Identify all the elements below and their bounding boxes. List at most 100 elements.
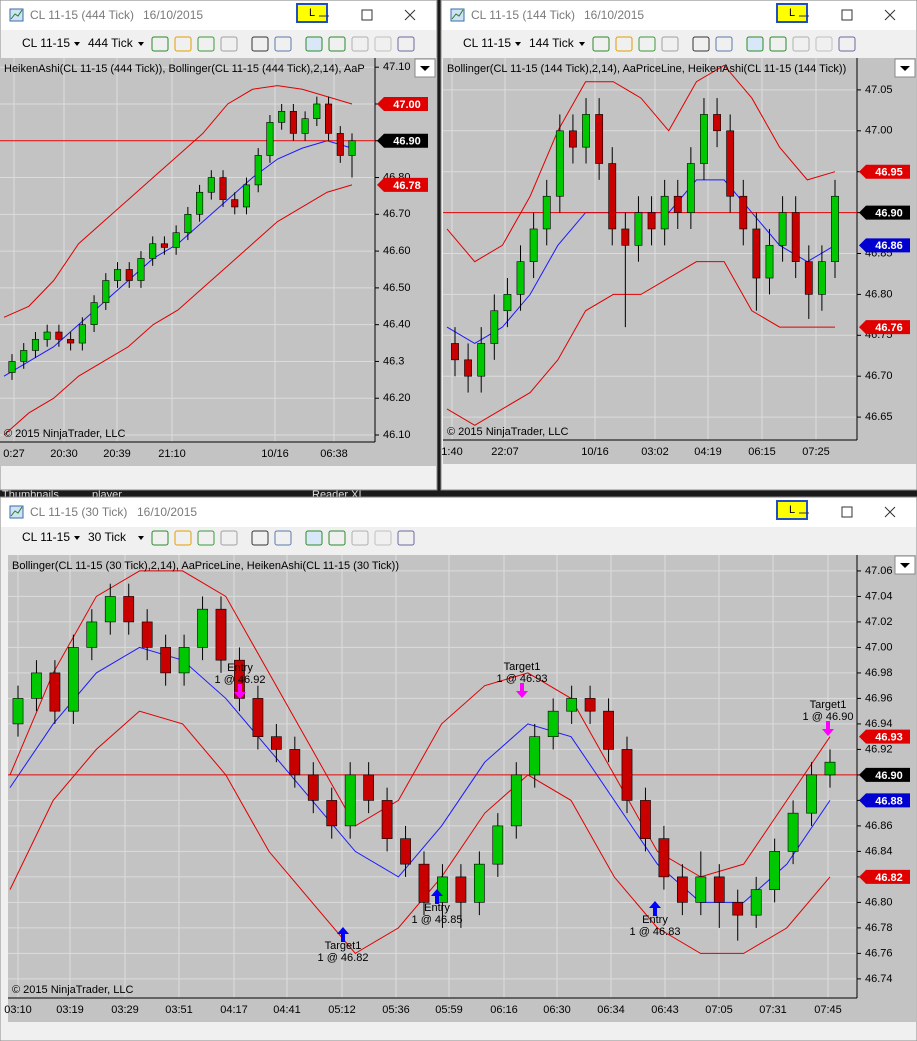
scroll-arrow (900, 66, 910, 71)
toolbar-button[interactable] (397, 36, 415, 52)
toolbar-button[interactable] (615, 36, 633, 52)
toolbar-button[interactable] (220, 530, 238, 546)
title-bar (1, 498, 916, 527)
instrument-selector[interactable]: CL 11-15 (463, 36, 511, 50)
toolbar-button[interactable] (274, 530, 292, 546)
toolbar-button[interactable] (638, 36, 656, 52)
window-icon-line (451, 9, 464, 20)
y-tick-label: 46.20 (383, 392, 411, 404)
trade-text: 1 @ 46.85 (412, 914, 463, 926)
toolbar-button[interactable] (838, 36, 856, 52)
close-button[interactable] (884, 9, 896, 21)
toolbar-button[interactable] (769, 36, 787, 52)
x-tick-label: 05:59 (435, 1004, 463, 1016)
period-selector[interactable]: 30 Tick (88, 530, 127, 544)
candle-body (542, 195, 551, 230)
candle-body (78, 324, 86, 344)
x-tick-label: 06:30 (543, 1004, 571, 1016)
candle-body (86, 621, 98, 648)
y-tick-label: 47.02 (865, 616, 893, 628)
window-title: CL 11-15 (444 Tick) (30, 8, 134, 22)
toolbar-button[interactable] (815, 36, 833, 52)
close-button[interactable] (404, 9, 416, 21)
price-tag (377, 96, 428, 111)
maximize-button[interactable] (841, 506, 853, 518)
trade-arrow (822, 721, 834, 736)
candle-body (529, 736, 541, 776)
y-tick-label: 47.06 (865, 565, 893, 577)
x-tick-label: 06:38 (320, 448, 348, 460)
toolbar-button[interactable] (374, 530, 392, 546)
toolbar-button[interactable] (251, 36, 269, 52)
price-tag-label: 46.82 (875, 872, 903, 884)
toolbar-button[interactable] (305, 36, 323, 52)
title-bar (442, 1, 916, 30)
toolbar-button[interactable] (197, 36, 215, 52)
toolbar-button[interactable] (305, 530, 323, 546)
dropdown-arrow (74, 536, 80, 540)
toolbar-button[interactable] (174, 36, 192, 52)
trade-text: 1 @ 46.83 (630, 926, 681, 938)
candle-body (473, 863, 485, 903)
window-date: 16/10/2015 (137, 505, 197, 519)
toolbar-button[interactable] (151, 36, 169, 52)
window-date: 16/10/2015 (584, 8, 644, 22)
candle-body (778, 212, 787, 246)
candle-body (363, 774, 375, 801)
instrument-selector[interactable]: CL 11-15 (22, 530, 70, 544)
toolbar-button[interactable] (374, 36, 392, 52)
candle-body (603, 710, 614, 750)
toolbar-button[interactable] (151, 530, 169, 546)
close-button[interactable] (884, 506, 896, 518)
candle-body (289, 111, 297, 134)
toolbar-button[interactable] (328, 36, 346, 52)
copyright: © 2015 NinjaTrader, LLC (447, 426, 568, 438)
candle-body (582, 114, 590, 148)
window-icon-line (10, 506, 23, 517)
price-tag (859, 238, 910, 253)
toolbar-button[interactable] (274, 36, 292, 52)
x-tick-label: 03:51 (165, 1004, 193, 1016)
toolbar-button[interactable] (351, 530, 369, 546)
maximize-button[interactable] (841, 9, 853, 21)
candle-body (503, 294, 512, 312)
toolbar-button[interactable] (746, 36, 764, 52)
toolbar-button[interactable] (692, 36, 710, 52)
x-tick-label: 06:34 (597, 1004, 625, 1016)
title-bar (1, 1, 436, 30)
candle-body (234, 659, 245, 699)
instrument-selector[interactable]: CL 11-15 (22, 36, 70, 50)
dropdown-arrow (74, 42, 80, 46)
toolbar-button[interactable] (397, 530, 415, 546)
candle-body (207, 177, 215, 193)
candle-body (31, 339, 39, 351)
candle-body (750, 889, 762, 916)
toolbar-button[interactable] (351, 36, 369, 52)
toolbar-button[interactable] (220, 36, 238, 52)
toolbar-button[interactable] (251, 530, 269, 546)
trade-text: 1 @ 46.82 (318, 952, 369, 964)
candle-body (381, 800, 393, 839)
toolbar-button[interactable] (715, 36, 733, 52)
trade-name: Target1 (504, 661, 541, 673)
toolbar-button[interactable] (197, 530, 215, 546)
candle-body (510, 774, 522, 827)
toolbar-button[interactable] (661, 36, 679, 52)
toolbar-button[interactable] (174, 530, 192, 546)
candle-body (172, 232, 180, 248)
candle-body (804, 261, 813, 295)
candle-body (726, 130, 735, 197)
candle-body (125, 269, 133, 281)
y-tick-label: 47.00 (865, 125, 893, 137)
period-selector[interactable]: 444 Tick (88, 36, 134, 50)
candle-body (67, 339, 75, 344)
link-badge-text: L (789, 504, 795, 516)
candle-body (686, 163, 695, 213)
toolbar-button[interactable] (592, 36, 610, 52)
candle-body (113, 269, 122, 281)
toolbar-button[interactable] (792, 36, 810, 52)
maximize-button[interactable] (361, 9, 373, 21)
candle-body (196, 191, 204, 215)
toolbar-button[interactable] (328, 530, 346, 546)
period-selector[interactable]: 144 Tick (529, 36, 575, 50)
